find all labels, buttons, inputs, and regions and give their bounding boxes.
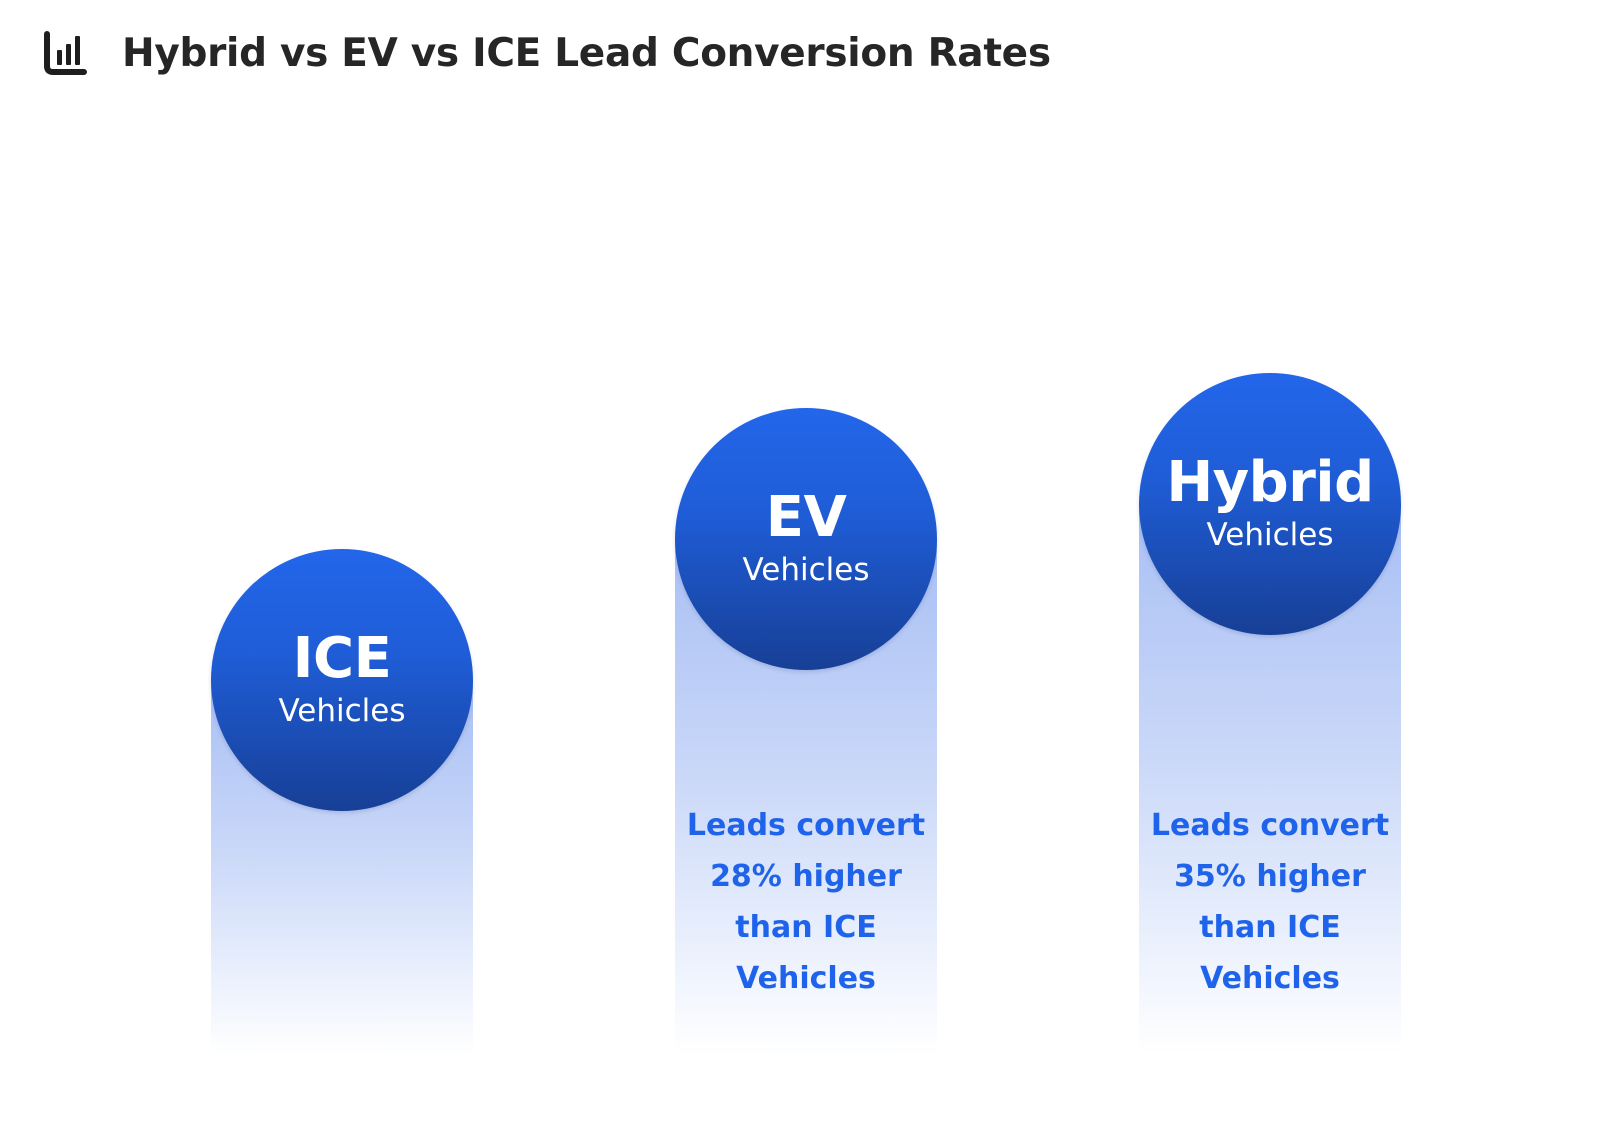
chart-header: Hybrid vs EV vs ICE Lead Conversion Rate… (42, 26, 1051, 80)
bar-marker-ice: ICE Vehicles (211, 549, 473, 811)
data-label-hybrid: Leads convert 35% higher than ICE Vehicl… (1150, 808, 1390, 996)
data-label-ev: Leads convert 28% higher than ICE Vehicl… (686, 808, 926, 996)
category-sublabel: Vehicles (742, 551, 870, 588)
category-label: Hybrid (1166, 449, 1374, 515)
category-label: ICE (292, 626, 392, 691)
bar-chart-icon (44, 31, 87, 75)
category-sublabel: Vehicles (1206, 516, 1334, 553)
category-sublabel: Vehicles (278, 693, 406, 729)
bar-marker-ev: EV Vehicles (675, 407, 937, 670)
bar-marker-hybrid: Hybrid Vehicles (1139, 372, 1401, 635)
category-label: EV (765, 484, 847, 550)
page-title: Hybrid vs EV vs ICE Lead Conversion Rate… (122, 30, 1051, 76)
